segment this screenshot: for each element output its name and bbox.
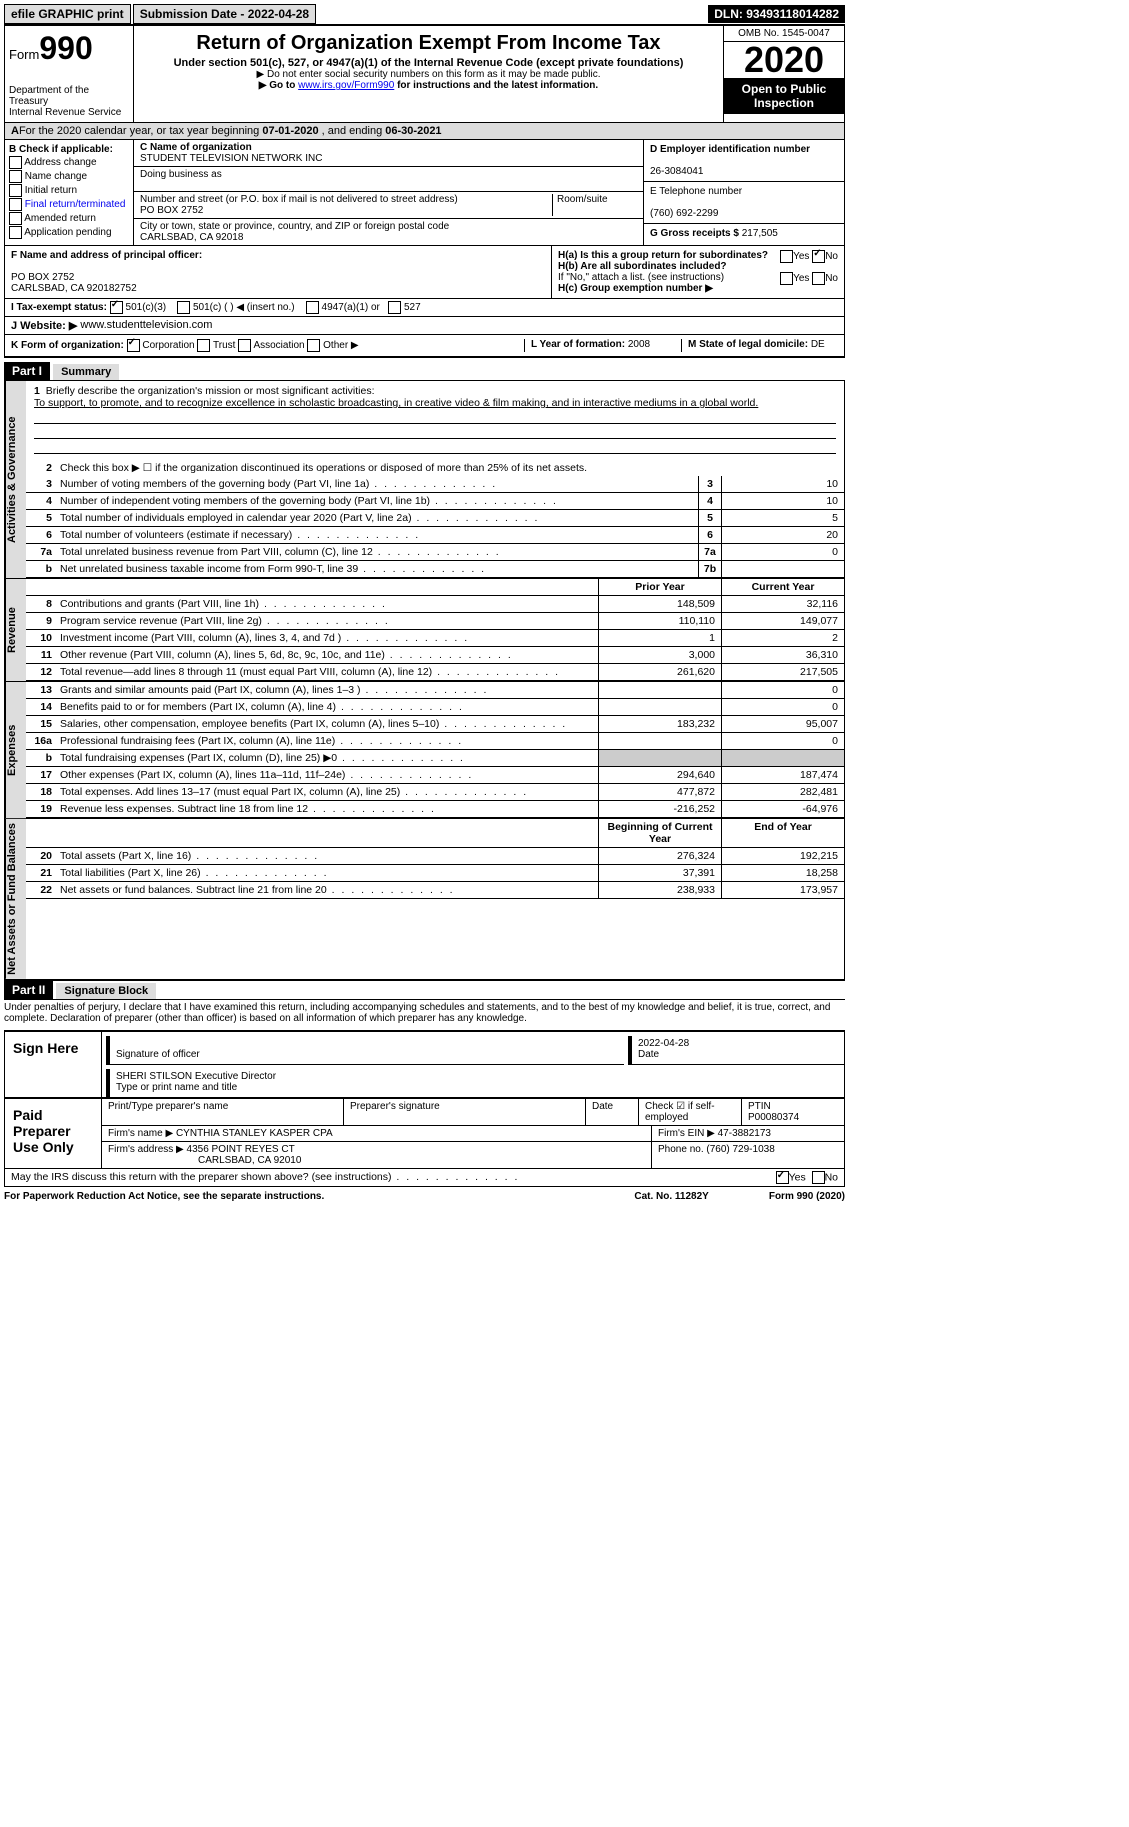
chk-initial[interactable]: Initial return <box>9 184 129 197</box>
top-toolbar: efile GRAPHIC print Submission Date - 20… <box>4 4 845 24</box>
chk-final[interactable]: Final return/terminated <box>9 198 129 211</box>
summary-line: 17Other expenses (Part IX, column (A), l… <box>26 767 844 784</box>
gross-receipts: 217,505 <box>742 228 778 239</box>
officer-block: F Name and address of principal officer:… <box>4 246 845 299</box>
discuss-row: May the IRS discuss this return with the… <box>4 1169 845 1187</box>
line-i: I Tax-exempt status: 501(c)(3) 501(c) ( … <box>4 299 845 317</box>
discuss-yes[interactable] <box>776 1171 789 1184</box>
telephone: (760) 692-2299 <box>650 208 718 219</box>
chk-4947[interactable] <box>306 301 319 314</box>
summary-line: 18Total expenses. Add lines 13–17 (must … <box>26 784 844 801</box>
dln-label: DLN: 93493118014282 <box>708 5 845 23</box>
section-d: D Employer identification number26-30840… <box>643 140 844 245</box>
part1-header: Part I Summary <box>4 362 845 381</box>
summary-line: 16aProfessional fundraising fees (Part I… <box>26 733 844 750</box>
gov-section: Activities & Governance 1 Briefly descri… <box>4 381 845 579</box>
note-ssn: ▶ Do not enter social security numbers o… <box>138 69 719 80</box>
section-c: C Name of organizationSTUDENT TELEVISION… <box>134 140 643 245</box>
chk-name[interactable]: Name change <box>9 170 129 183</box>
summary-line: 15Salaries, other compensation, employee… <box>26 716 844 733</box>
ein-value: 26-3084041 <box>650 166 703 177</box>
chk-corp[interactable] <box>127 339 140 352</box>
summary-line: 19Revenue less expenses. Subtract line 1… <box>26 801 844 818</box>
efile-button[interactable]: efile GRAPHIC print <box>4 4 131 24</box>
chk-address[interactable]: Address change <box>9 156 129 169</box>
form-subtitle: Under section 501(c), 527, or 4947(a)(1)… <box>138 57 719 69</box>
summary-line: 13Grants and similar amounts paid (Part … <box>26 682 844 699</box>
summary-line: 6Total number of volunteers (estimate if… <box>26 527 844 544</box>
chk-527[interactable] <box>388 301 401 314</box>
summary-line: 10Investment income (Part VIII, column (… <box>26 630 844 647</box>
summary-line: 9Program service revenue (Part VIII, lin… <box>26 613 844 630</box>
chk-trust[interactable] <box>197 339 210 352</box>
chk-assoc[interactable] <box>238 339 251 352</box>
entity-block: B Check if applicable: Address change Na… <box>4 140 845 246</box>
summary-line: 4Number of independent voting members of… <box>26 493 844 510</box>
tax-year: 2020 <box>724 42 844 78</box>
net-section: Net Assets or Fund Balances Beginning of… <box>4 819 845 981</box>
section-h: H(a) Is this a group return for subordin… <box>552 246 844 298</box>
section-b: B Check if applicable: Address change Na… <box>5 140 134 245</box>
chk-other[interactable] <box>307 339 320 352</box>
exp-section: Expenses 13Grants and similar amounts pa… <box>4 682 845 819</box>
org-name: STUDENT TELEVISION NETWORK INC <box>140 153 322 164</box>
form-header: Form990 Department of the Treasury Inter… <box>4 24 845 123</box>
signature-block: Sign Here Signature of officer2022-04-28… <box>4 1030 845 1099</box>
form-number: Form990 <box>9 30 129 67</box>
summary-line: 20Total assets (Part X, line 16)276,3241… <box>26 848 844 865</box>
chk-amended[interactable]: Amended return <box>9 212 129 225</box>
dept-label: Department of the Treasury Internal Reve… <box>9 85 129 118</box>
submission-date: Submission Date - 2022-04-28 <box>133 4 316 24</box>
discuss-no[interactable] <box>812 1171 825 1184</box>
org-address: PO BOX 2752 <box>140 205 203 216</box>
penalties-text: Under penalties of perjury, I declare th… <box>4 1000 845 1026</box>
summary-line: 5Total number of individuals employed in… <box>26 510 844 527</box>
chk-pending[interactable]: Application pending <box>9 226 129 239</box>
summary-line: 12Total revenue—add lines 8 through 11 (… <box>26 664 844 681</box>
preparer-block: Paid Preparer Use Only Print/Type prepar… <box>4 1099 845 1169</box>
summary-line: bTotal fundraising expenses (Part IX, co… <box>26 750 844 767</box>
section-f: F Name and address of principal officer:… <box>5 246 552 298</box>
summary-line: 3Number of voting members of the governi… <box>26 476 844 493</box>
line-k: K Form of organization: Corporation Trus… <box>4 335 845 358</box>
summary-line: 8Contributions and grants (Part VIII, li… <box>26 596 844 613</box>
summary-line: 21Total liabilities (Part X, line 26)37,… <box>26 865 844 882</box>
form-title: Return of Organization Exempt From Incom… <box>138 32 719 55</box>
note-link: ▶ Go to www.irs.gov/Form990 for instruct… <box>138 80 719 91</box>
line-a: AFor the 2020 calendar year, or tax year… <box>4 123 845 140</box>
summary-line: 14Benefits paid to or for members (Part … <box>26 699 844 716</box>
officer-name: SHERI STILSON Executive Director <box>116 1071 276 1082</box>
summary-line: 22Net assets or fund balances. Subtract … <box>26 882 844 899</box>
rev-section: Revenue Prior YearCurrent Year 8Contribu… <box>4 579 845 682</box>
summary-line: 11Other revenue (Part VIII, column (A), … <box>26 647 844 664</box>
chk-501c3[interactable] <box>110 301 123 314</box>
mission-text: 1 Briefly describe the organization's mi… <box>26 381 844 460</box>
footer: For Paperwork Reduction Act Notice, see … <box>4 1187 845 1206</box>
inspection-label: Open to Public Inspection <box>724 78 844 114</box>
summary-line: bNet unrelated business taxable income f… <box>26 561 844 578</box>
line-j: J Website: ▶ www.studenttelevision.com <box>4 317 845 335</box>
irs-link[interactable]: www.irs.gov/Form990 <box>298 80 394 91</box>
chk-501c[interactable] <box>177 301 190 314</box>
part2-header: Part II Signature Block <box>4 981 845 1000</box>
summary-line: 7aTotal unrelated business revenue from … <box>26 544 844 561</box>
website: www.studenttelevision.com <box>80 319 212 332</box>
org-city: CARLSBAD, CA 92018 <box>140 232 243 243</box>
